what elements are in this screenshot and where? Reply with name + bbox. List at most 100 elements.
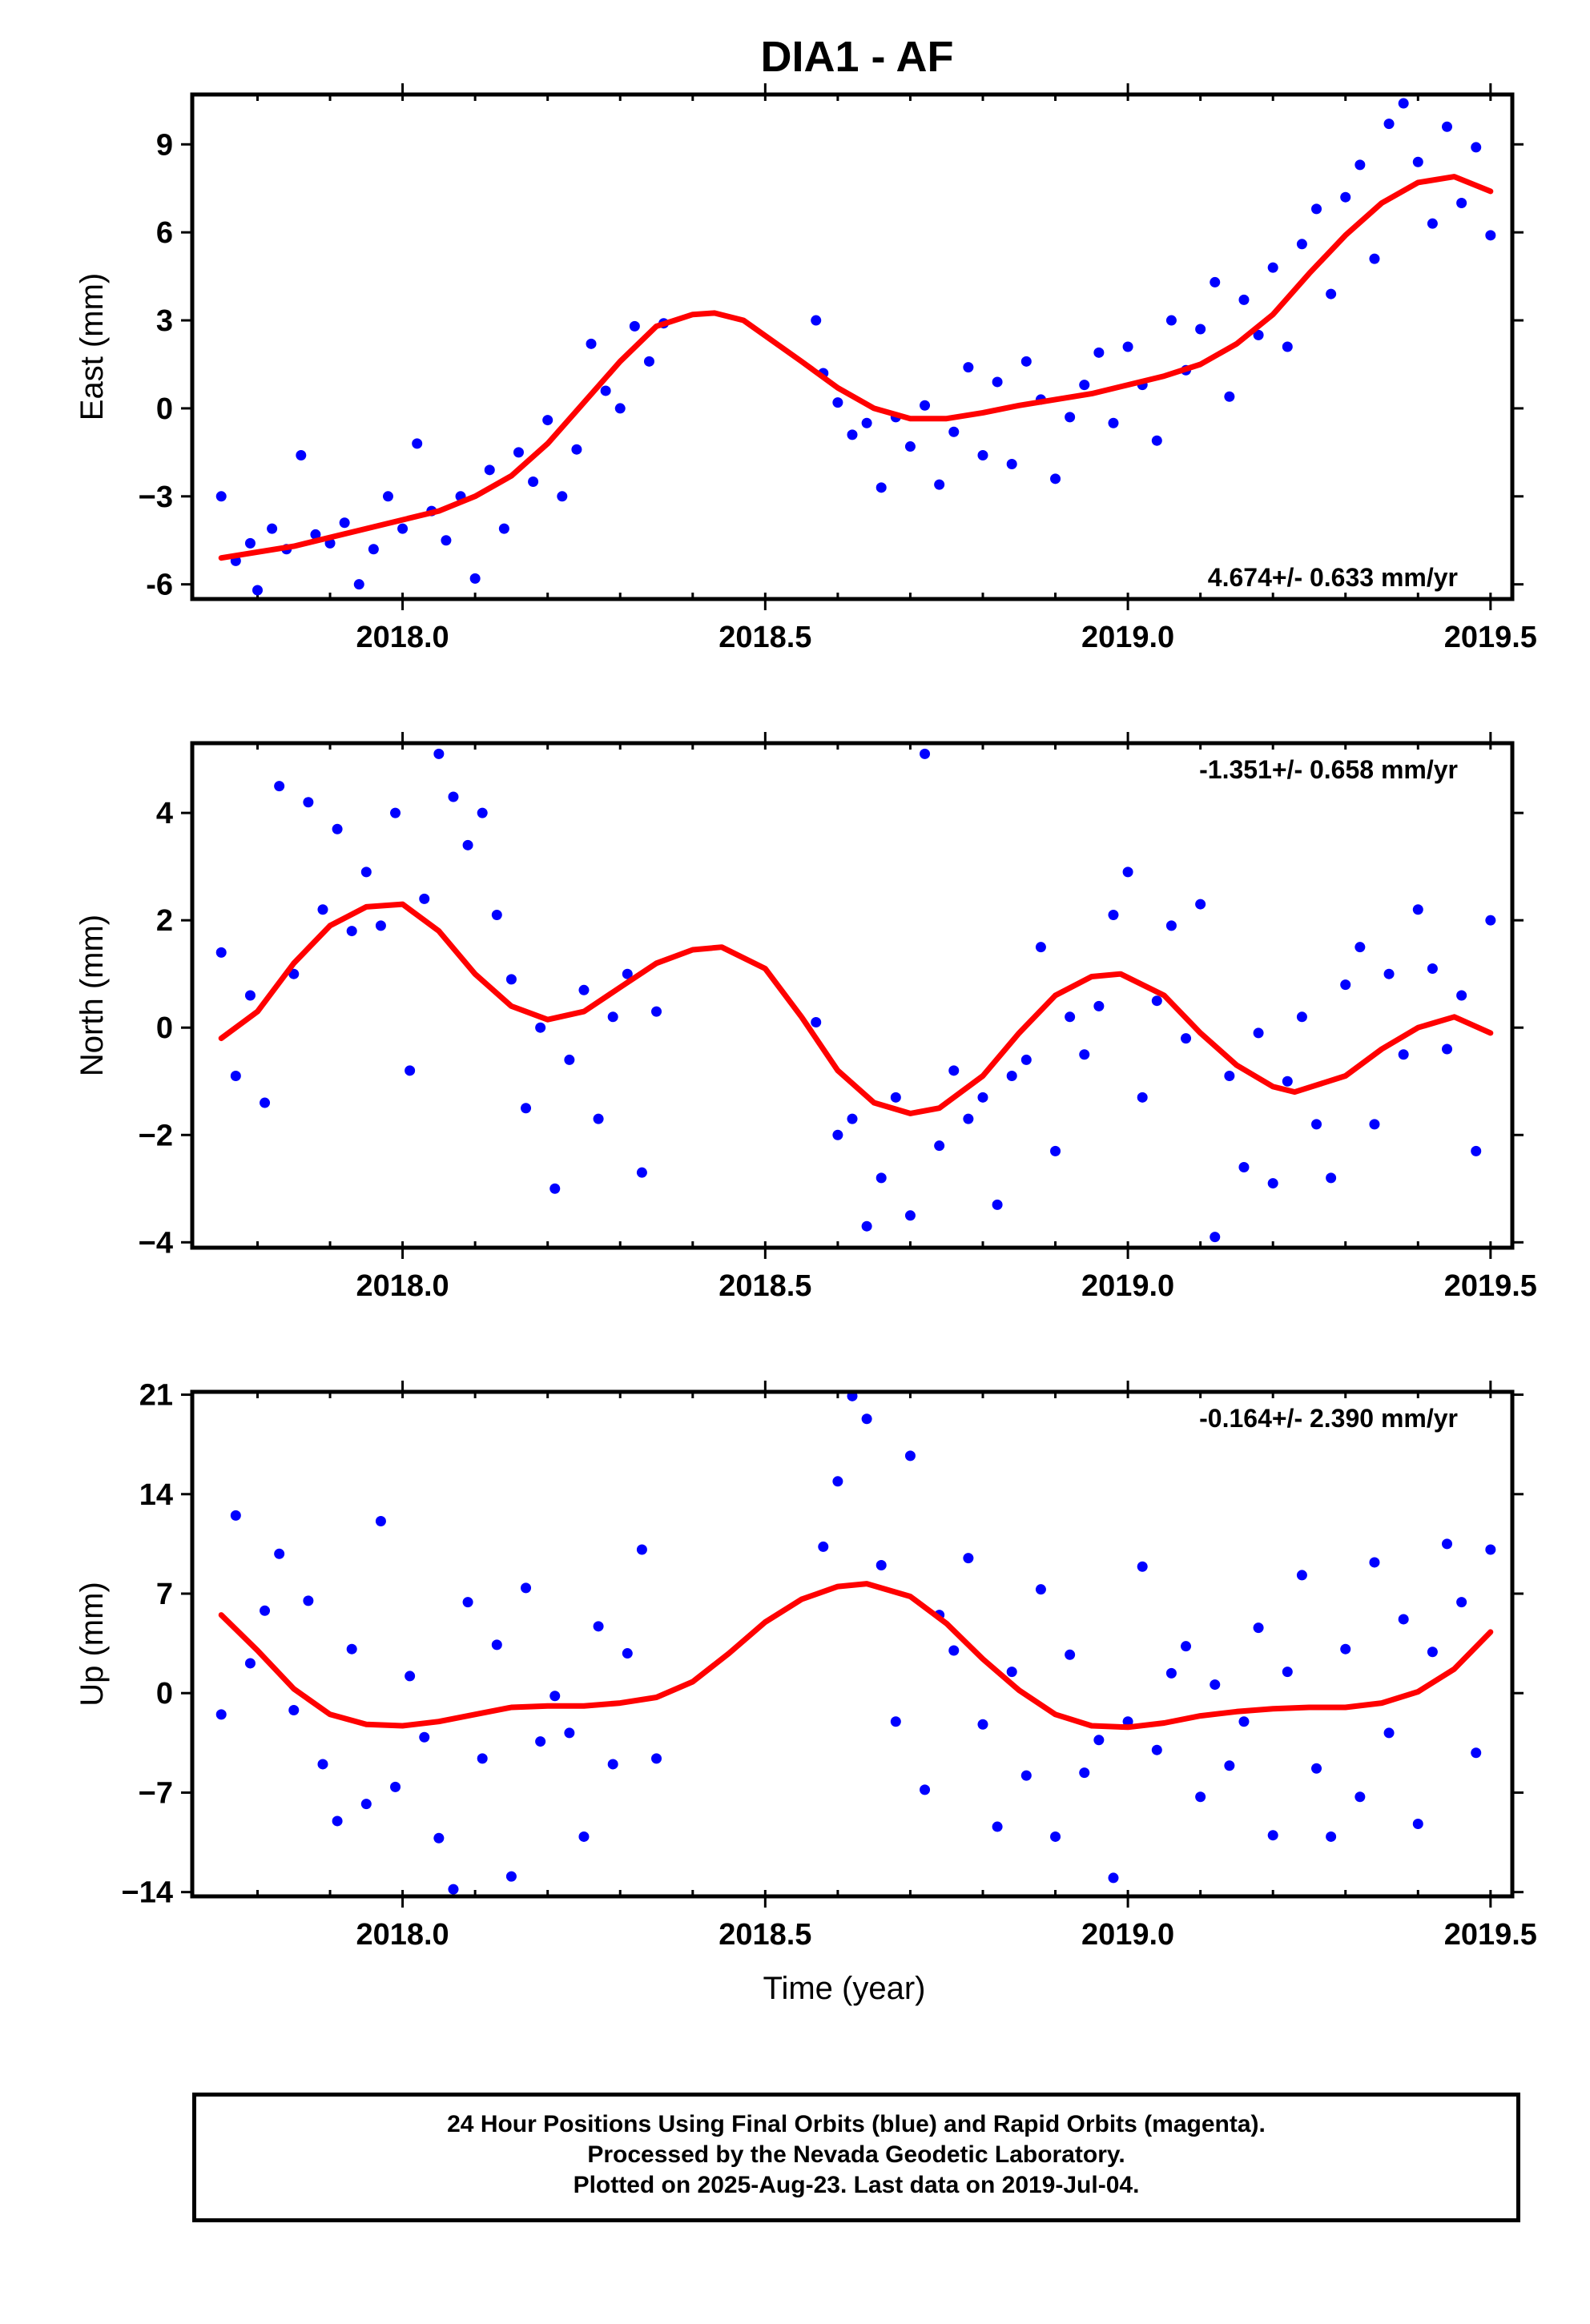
data-point xyxy=(992,376,1003,388)
data-point xyxy=(1398,98,1409,109)
x-tick-label: 2019.5 xyxy=(1444,1918,1537,1952)
x-tick-label: 2018.0 xyxy=(356,621,449,654)
data-point xyxy=(651,1753,662,1764)
data-point xyxy=(1079,1049,1090,1060)
data-point xyxy=(1311,203,1322,215)
data-point xyxy=(920,748,931,759)
data-point xyxy=(1369,1119,1380,1130)
data-point xyxy=(433,1832,445,1844)
data-point xyxy=(528,476,539,487)
data-point xyxy=(332,823,343,834)
data-point xyxy=(448,1884,459,1895)
data-point xyxy=(360,866,372,878)
data-point xyxy=(1165,920,1177,931)
data-point xyxy=(811,1017,822,1028)
data-point xyxy=(890,1092,901,1103)
data-point xyxy=(818,1541,829,1552)
data-point xyxy=(622,1648,633,1659)
data-point xyxy=(811,315,822,326)
rate-label: -0.164+/- 2.390 mm/yr xyxy=(1199,1404,1458,1433)
data-point xyxy=(505,974,517,985)
data-point xyxy=(920,400,931,411)
data-point xyxy=(1383,1727,1395,1739)
panel-3: 2018.0 2018.5 2019.0 2019.5 21 14 7 0 −7 −14 Up (m… xyxy=(74,1379,1537,2006)
data-point xyxy=(1326,288,1337,300)
data-point xyxy=(1122,866,1133,878)
data-point xyxy=(1224,391,1235,402)
data-point xyxy=(230,1510,241,1521)
x-tick-label: 2018.5 xyxy=(719,1918,811,1952)
data-point xyxy=(948,426,960,437)
footer-box: 24 Hour Positions Using Final Orbits (bl… xyxy=(192,2093,1520,2222)
data-point xyxy=(876,1172,887,1184)
data-point xyxy=(549,1183,561,1194)
rate-label: -1.351+/- 0.658 mm/yr xyxy=(1199,755,1458,784)
data-point xyxy=(1253,329,1264,340)
data-point xyxy=(296,450,307,461)
y-tick-label: 3 xyxy=(156,304,173,338)
plot-area xyxy=(215,748,1496,1243)
data-point xyxy=(390,1781,401,1792)
data-point xyxy=(1456,198,1467,209)
panel-1: 2018.0 2018.5 2019.0 2019.5 9 6 3 0 −3 -6 East (mm… xyxy=(74,83,1537,654)
data-point xyxy=(1412,904,1423,915)
data-point xyxy=(1485,230,1496,241)
data-point xyxy=(977,1092,988,1103)
x-tick-label: 2019.0 xyxy=(1081,621,1174,654)
data-point xyxy=(1471,1747,1482,1759)
data-point xyxy=(1035,942,1046,953)
data-point xyxy=(244,537,256,549)
x-tick-label: 2019.5 xyxy=(1444,621,1537,654)
data-point xyxy=(904,441,916,452)
data-point xyxy=(876,482,887,493)
plot-area xyxy=(215,1392,1496,1895)
data-point xyxy=(1238,294,1250,305)
data-point xyxy=(230,1071,241,1082)
data-point xyxy=(861,1220,872,1232)
data-point xyxy=(586,338,597,349)
data-point xyxy=(303,797,314,808)
data-point xyxy=(948,1065,960,1076)
data-point xyxy=(1267,1178,1278,1189)
data-point xyxy=(332,1815,343,1827)
data-point xyxy=(1181,1641,1192,1652)
data-point xyxy=(267,523,278,534)
data-point xyxy=(1442,1043,1453,1055)
data-point xyxy=(1020,1054,1032,1065)
data-point xyxy=(260,1097,271,1108)
data-point xyxy=(904,1450,916,1462)
data-point xyxy=(904,1210,916,1221)
data-point xyxy=(1471,1145,1482,1156)
data-point xyxy=(1412,1818,1423,1829)
data-point xyxy=(1267,1830,1278,1841)
data-point xyxy=(346,926,357,937)
data-point xyxy=(832,1476,843,1487)
data-point xyxy=(1020,1770,1032,1781)
data-point xyxy=(1442,1538,1453,1550)
rate-label: 4.674+/- 0.633 mm/yr xyxy=(1208,563,1458,592)
data-point xyxy=(469,573,481,584)
data-point xyxy=(346,1643,357,1655)
plot-frame xyxy=(190,1389,1515,1899)
y-tick-label: -6 xyxy=(146,569,173,602)
x-tick-label: 2018.5 xyxy=(719,621,811,654)
data-point xyxy=(1427,963,1438,974)
data-point xyxy=(578,984,590,995)
data-point xyxy=(1050,473,1061,485)
data-point xyxy=(1412,156,1423,167)
x-tick-label: 2019.5 xyxy=(1444,1269,1537,1303)
data-point xyxy=(1050,1145,1061,1156)
footer-line-orbits: 24 Hour Positions Using Final Orbits (bl… xyxy=(447,2111,1266,2137)
data-point xyxy=(593,1621,604,1632)
data-point xyxy=(477,1753,488,1764)
data-point xyxy=(636,1544,647,1555)
data-point xyxy=(542,415,553,426)
data-point xyxy=(920,1784,931,1795)
data-point xyxy=(1108,909,1119,920)
data-point xyxy=(643,356,654,367)
data-point xyxy=(1456,990,1467,1001)
data-point xyxy=(1224,1760,1235,1771)
data-point xyxy=(1093,1000,1105,1011)
y-axis-label: North (mm) xyxy=(74,915,110,1076)
